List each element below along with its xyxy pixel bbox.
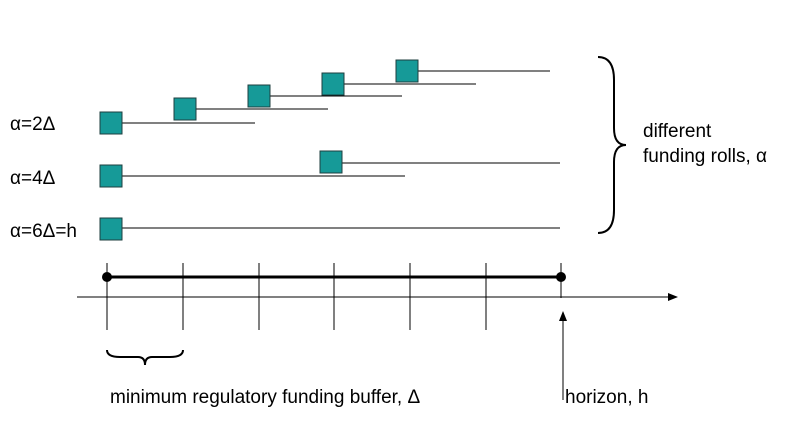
horizon-label: horizon, h [565, 387, 648, 408]
buffer-brace [106, 349, 184, 366]
roll-squares [99, 59, 419, 241]
buffer-label: minimum regulatory funding buffer, Δ [110, 387, 420, 408]
brace [597, 56, 627, 234]
brace-label: different [643, 121, 712, 142]
roll-lines [122, 70, 560, 229]
brace-label: funding rolls, α [643, 146, 767, 167]
row-label: α=6Δ=h [10, 221, 77, 242]
row-label: α=2Δ [10, 114, 56, 135]
timeline [77, 263, 678, 330]
row-label: α=4Δ [10, 168, 56, 189]
